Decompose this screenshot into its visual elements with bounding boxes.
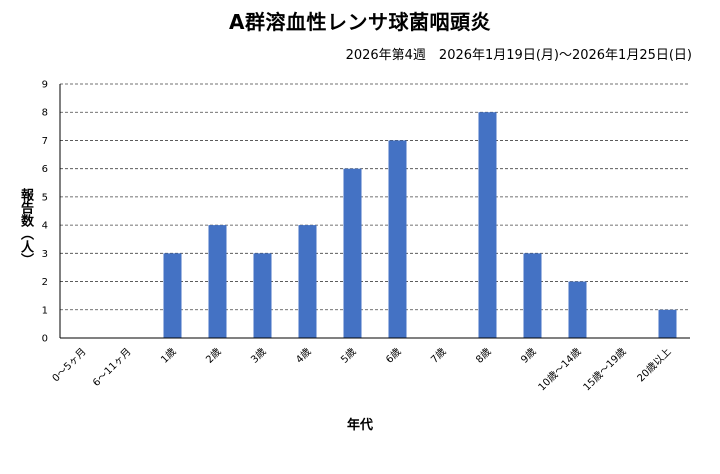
bar [478,112,497,338]
x-tick-label: 0〜5ヶ月 [50,346,89,385]
x-tick-label: 20歳以上 [635,346,674,385]
axes [59,84,690,339]
y-tick-label: 2 [42,277,48,288]
bar [523,253,542,338]
bar [253,253,272,338]
x-tick-label: 6〜11ヶ月 [90,346,133,389]
y-tick-label: 1 [42,305,48,316]
x-tick-label: 1歳 [159,346,179,366]
bar [658,309,677,338]
x-tick-label: 9歳 [519,346,539,366]
chart-title: A群溶血性レンサ球菌咽頭炎 [229,10,491,34]
y-axis-label: 報告数（人） [18,188,33,266]
x-tick-label: 15歳〜19歳 [581,346,629,394]
x-tick-label: 10歳〜14歳 [536,346,584,394]
x-tick-labels: 0〜5ヶ月 6〜11ヶ月 1歳 2歳 3歳 4歳 5歳 6歳 7歳 8歳 9歳10歳〜14歳15歳〜… [50,346,674,394]
y-tick-label: 9 [42,80,48,91]
x-tick-label: 8歳 [474,346,494,366]
x-tick-label: 7歳 [429,346,449,366]
chart-subtitle: 2026年第4週 2026年1月19日(月)〜2026年1月25日(日) [345,48,692,63]
y-tick-label: 8 [42,108,48,119]
x-tick-label: 3歳 [249,346,269,366]
gridlines [60,83,690,311]
y-tick-label: 5 [42,192,48,203]
x-tick-label: 6歳 [384,346,404,366]
x-tick-label: 2歳 [204,346,224,366]
bars [163,112,677,338]
bar [163,253,182,338]
y-tick-label: 3 [42,249,48,260]
y-tick-label: 4 [42,221,48,232]
bar [568,281,587,338]
x-axis-label: 年代 [346,418,373,433]
bar [388,140,407,338]
y-tick-label: 6 [42,164,48,175]
x-tick-label: 5歳 [339,346,359,366]
bar [208,225,227,338]
bar [298,225,317,338]
x-tick-label: 4歳 [294,346,314,366]
y-tick-labels: 0 1 2 3 4 5 6 7 8 9 [42,80,48,345]
y-tick-label: 7 [42,136,48,147]
y-tick-label: 0 [42,334,48,345]
bar [343,168,362,338]
